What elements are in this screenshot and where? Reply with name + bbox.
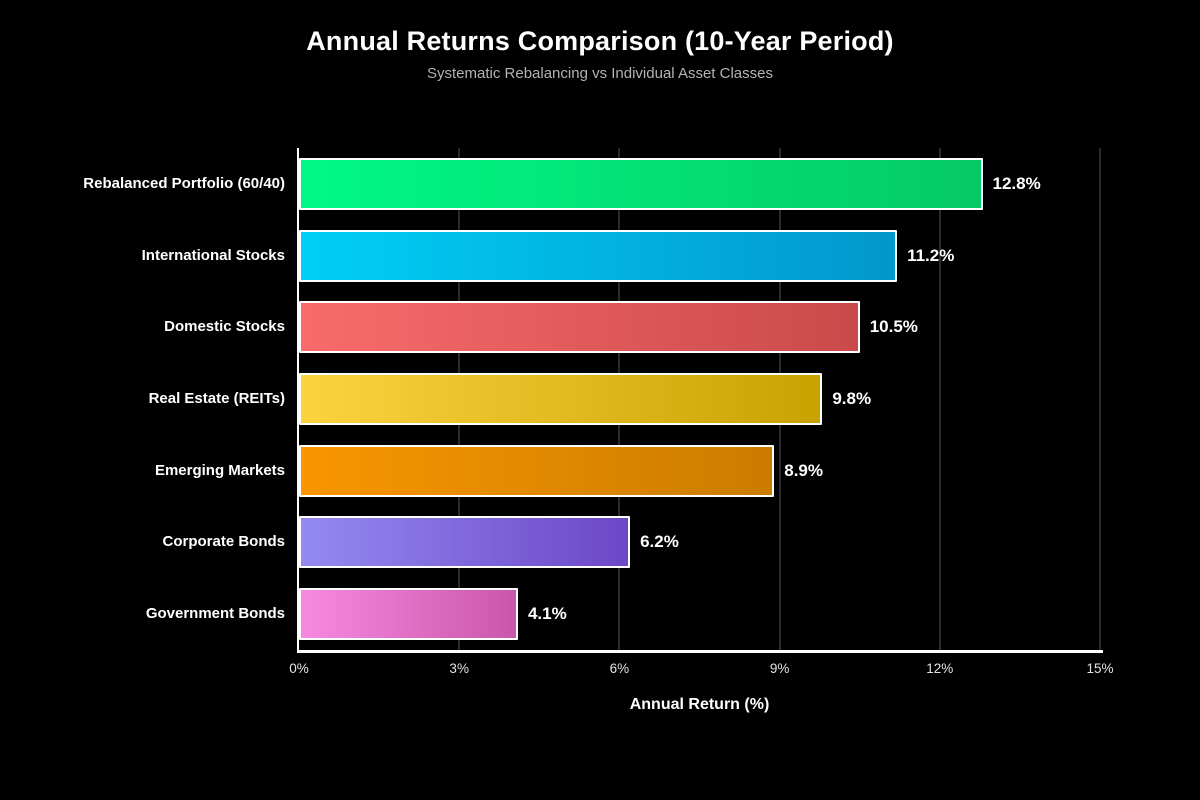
x-tick-label: 3% — [449, 661, 469, 676]
bar — [299, 301, 860, 354]
bar — [299, 588, 518, 641]
category-label: Government Bonds — [145, 605, 285, 623]
value-label: 6.2% — [640, 532, 679, 552]
bar-rows: Rebalanced Portfolio (60/40) 12.8% Interna… — [0, 148, 1200, 650]
grid-line — [1099, 148, 1101, 650]
value-label: 4.1% — [527, 604, 567, 624]
bar-row: Real Estate (REITs) 9.8% — [0, 363, 1200, 435]
bar — [299, 373, 823, 426]
x-tick-label: 9% — [769, 661, 790, 676]
x-tick-label: 6% — [609, 661, 630, 676]
chart-title: Annual Returns Comparison (10-Year Perio… — [306, 26, 894, 56]
category-label: Corporate Bonds — [162, 533, 285, 551]
value-label: 8.9% — [784, 460, 823, 480]
chart-subtitle: Systematic Rebalancing vs Individual Ass… — [427, 65, 773, 82]
bar-row: Government Bonds 4.1% — [0, 578, 1200, 650]
value-label: 9.8% — [832, 389, 872, 409]
grid-line — [938, 148, 941, 650]
bar-row: Corporate Bonds 6.2% — [0, 507, 1200, 579]
x-axis-title: Annual Return (%) — [629, 696, 770, 713]
bar — [299, 516, 631, 569]
y-axis-line — [297, 148, 299, 650]
bar — [299, 444, 775, 497]
category-label: Emerging Markets — [154, 461, 285, 479]
bar-row: Domestic Stocks 10.5% — [0, 291, 1200, 363]
category-label: Domestic Stocks — [164, 318, 285, 336]
value-label: 12.8% — [992, 173, 1041, 193]
x-tick-label: 12% — [926, 661, 954, 676]
x-tick-labels: 0% 3% 6% 9% 12% 15% — [0, 661, 1200, 681]
x-tick-label: 15% — [1086, 661, 1114, 676]
value-label: 11.2% — [907, 245, 955, 265]
bar-row: Rebalanced Portfolio (60/40) 12.8% — [0, 148, 1200, 220]
category-label: Rebalanced Portfolio (60/40) — [83, 174, 285, 192]
bar — [299, 229, 898, 282]
bar-row: International Stocks 11.2% — [0, 220, 1200, 292]
category-label: International Stocks — [141, 246, 285, 264]
category-label: Real Estate (REITs) — [148, 390, 285, 408]
bar-row: Emerging Markets 8.9% — [0, 435, 1200, 507]
x-axis-line — [297, 650, 1103, 653]
bar — [299, 157, 983, 210]
value-label: 10.5% — [869, 317, 918, 337]
x-tick-label: 0% — [289, 661, 309, 676]
